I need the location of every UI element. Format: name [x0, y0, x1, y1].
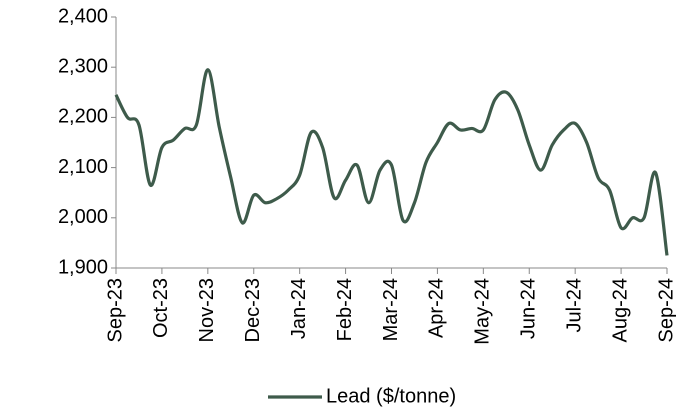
x-tick-label: Nov-23: [196, 278, 218, 342]
x-tick-label: Jul-24: [563, 278, 585, 332]
y-tick-label: 2,300: [58, 55, 108, 77]
x-tick-label: Jun-24: [518, 278, 540, 339]
x-tick-label: Mar-24: [380, 278, 402, 341]
y-tick-label: 2,100: [58, 156, 108, 178]
x-tick-label: Aug-24: [609, 278, 631, 343]
y-tick-label: 2,200: [58, 106, 108, 128]
series-line: [114, 68, 669, 256]
x-tick-label: Dec-23: [242, 278, 264, 342]
y-tick-label: 2,400: [58, 5, 108, 27]
y-tick-label: 2,000: [58, 206, 108, 228]
x-tick-label: Sep-23: [104, 278, 126, 343]
y-tick-label: 1,900: [58, 256, 108, 278]
x-tick-label: Apr-24: [426, 278, 448, 338]
x-tick-label: Oct-23: [150, 278, 172, 338]
x-tick-label: May-24: [472, 278, 494, 345]
x-tick-label: Jan-24: [288, 278, 310, 339]
x-tick-label: Feb-24: [334, 278, 356, 341]
legend-label: Lead ($/tonne): [326, 385, 456, 407]
x-tick-label: Sep-24: [655, 278, 676, 343]
